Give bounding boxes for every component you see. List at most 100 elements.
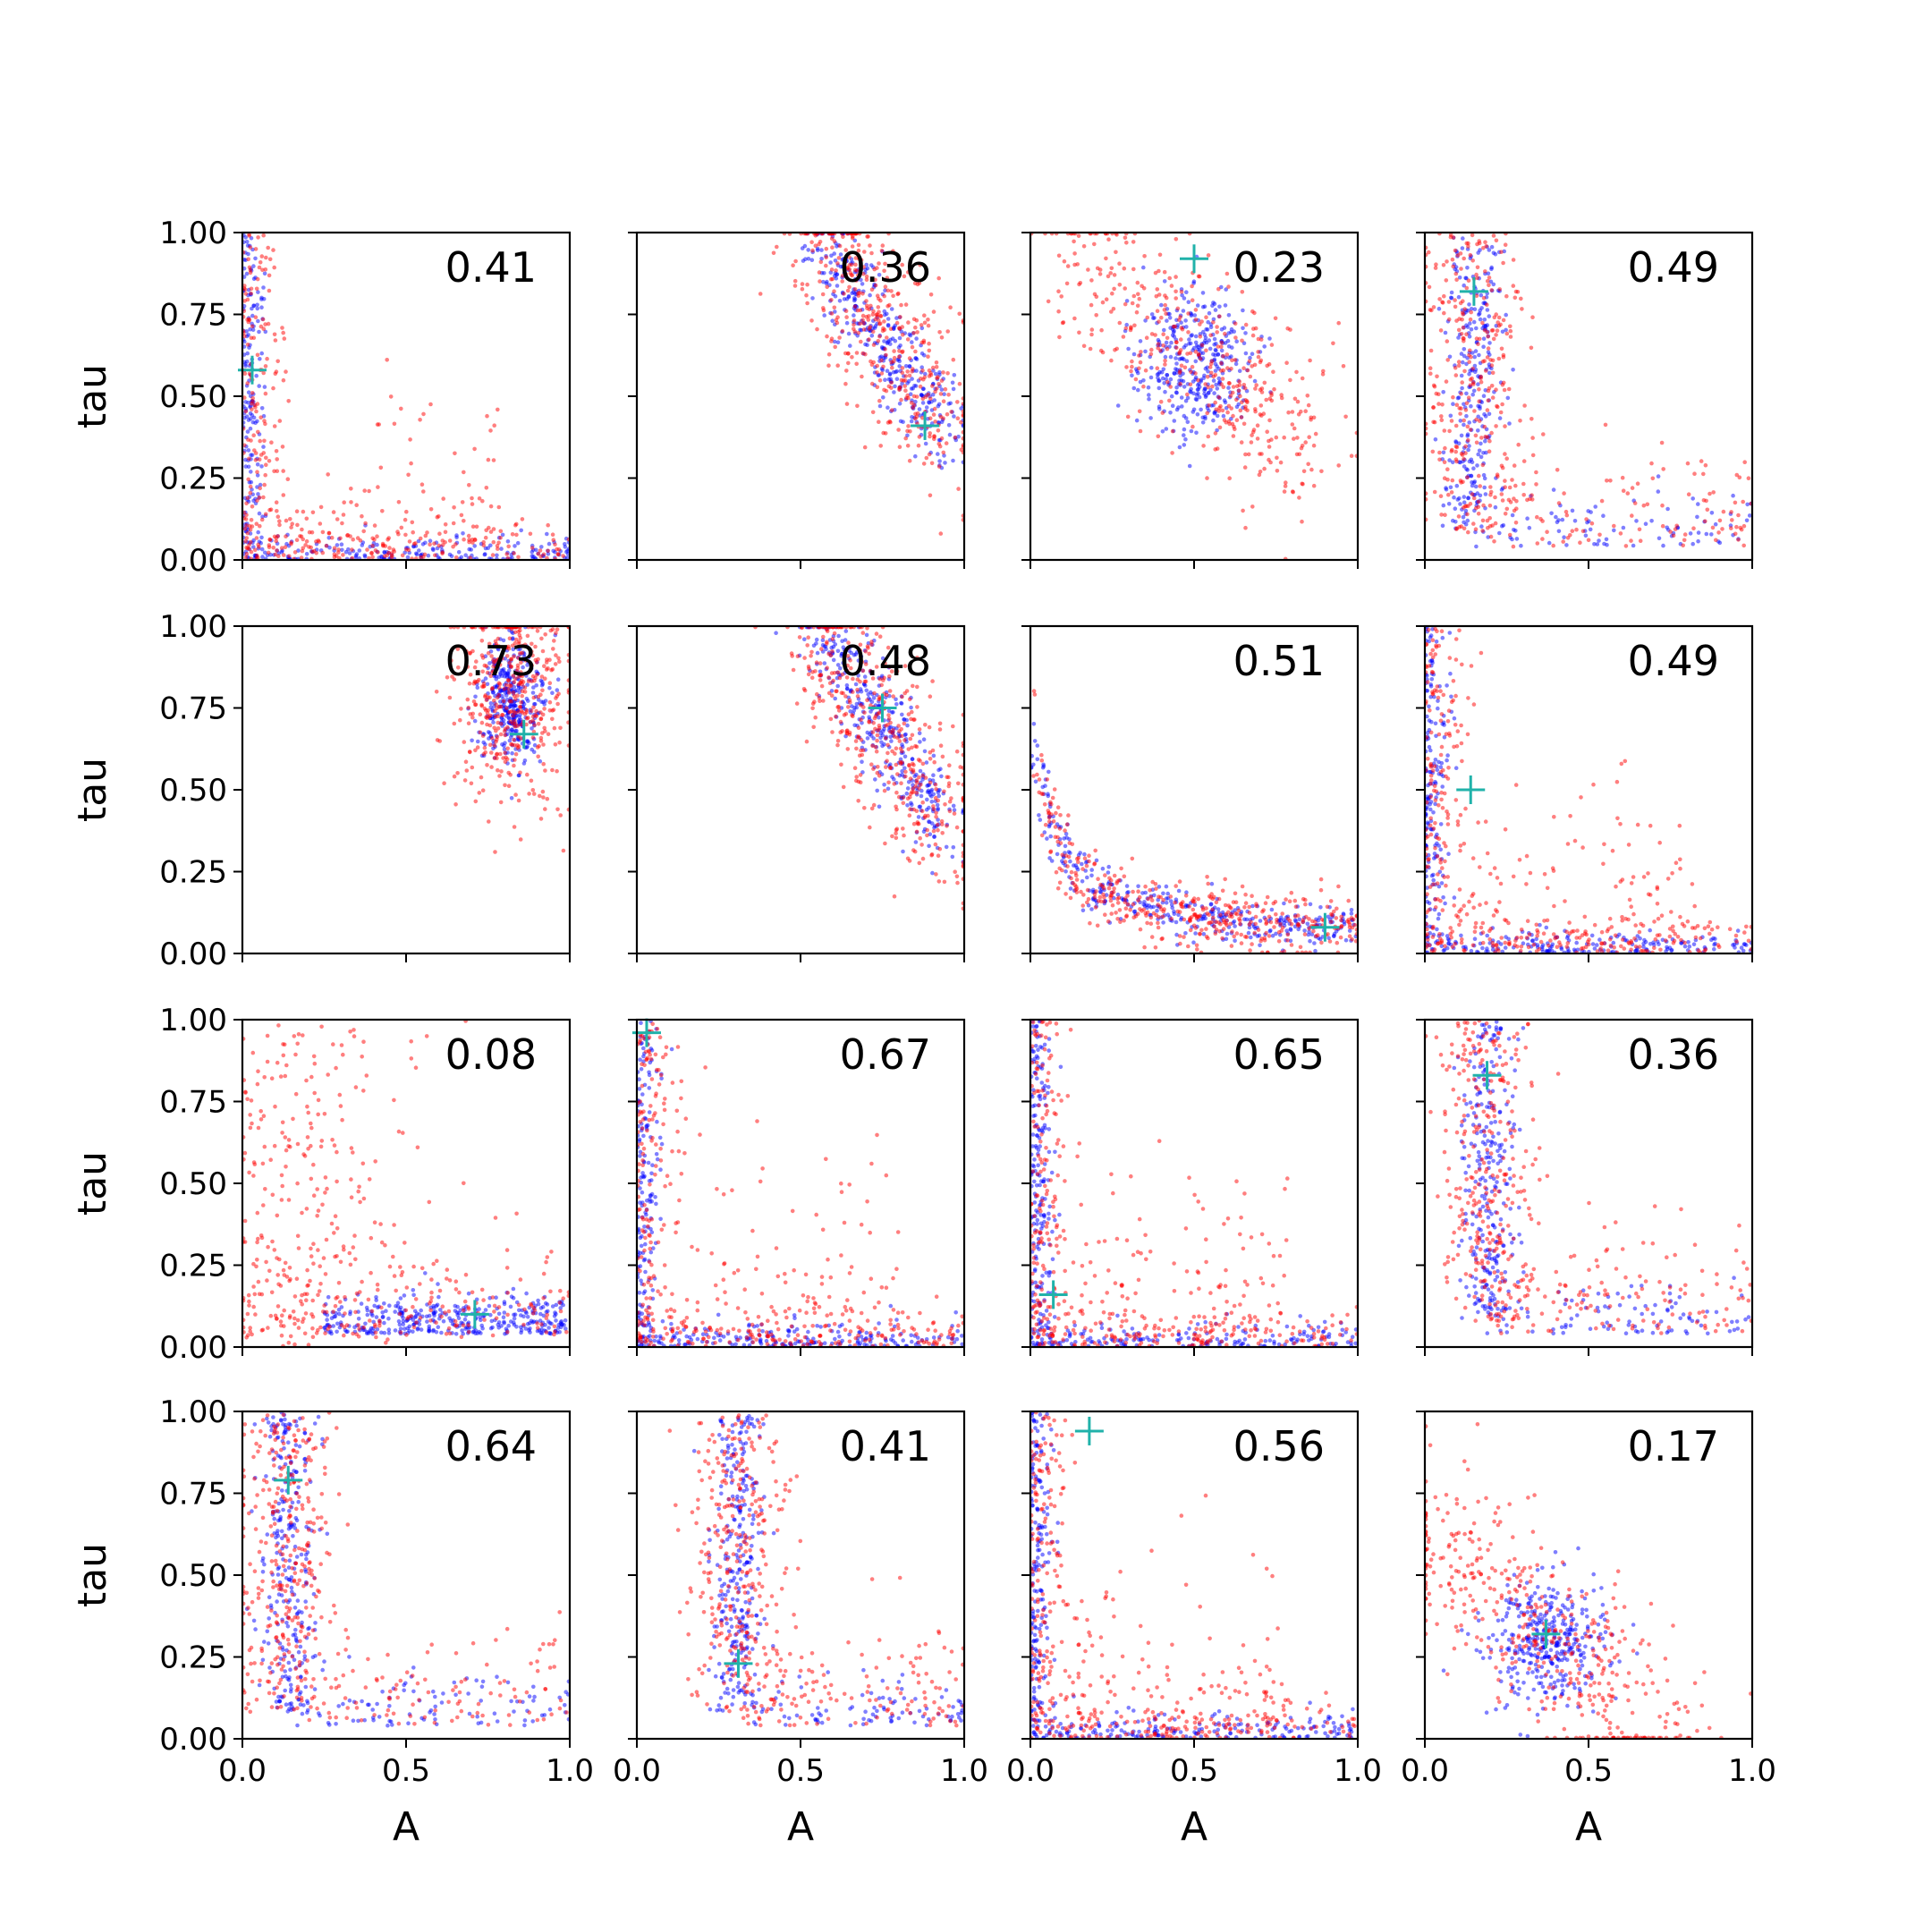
series-red-point: [1259, 413, 1264, 418]
series-blue-point: [1187, 337, 1191, 342]
series-blue-point: [296, 548, 301, 553]
series-red-point: [387, 546, 392, 550]
series-blue-point: [869, 334, 875, 338]
series-red-point: [1477, 419, 1482, 423]
series-red-point: [1170, 451, 1174, 455]
series-blue-point: [928, 789, 934, 793]
series-red-point: [524, 722, 529, 727]
series-blue-point: [856, 658, 861, 663]
series-red-point: [1088, 346, 1093, 352]
series-red-point: [1234, 418, 1240, 423]
series-red-point: [876, 728, 880, 733]
series-red-point: [513, 640, 518, 646]
series-red-point: [848, 270, 853, 275]
series-blue-point: [1477, 448, 1482, 453]
series-red-point: [913, 349, 918, 354]
series-red-point: [933, 783, 938, 787]
series-red-point: [1170, 428, 1175, 434]
series-blue-point: [912, 384, 917, 388]
series-red-point: [281, 553, 286, 557]
series-red-point: [1504, 331, 1510, 336]
series-red-point: [267, 507, 272, 513]
series-red-point: [540, 789, 546, 794]
series-red-point: [1182, 365, 1188, 370]
series-red-point: [513, 522, 518, 528]
series-red-point: [495, 544, 500, 548]
series-red-point: [320, 550, 326, 555]
y-tick-label: 0.25: [159, 462, 227, 497]
series-red-point: [877, 309, 881, 315]
series-red-point: [1521, 493, 1526, 497]
series-blue-point: [950, 854, 955, 860]
series-red-point: [491, 664, 496, 669]
series-red-point: [853, 256, 859, 260]
series-red-point: [860, 351, 865, 356]
series-blue-point: [1634, 519, 1639, 523]
series-blue-point: [1170, 403, 1175, 409]
series-blue-point: [910, 377, 914, 381]
series-red-point: [945, 329, 950, 334]
series-red-point: [1482, 328, 1487, 333]
series-blue-point: [1472, 307, 1478, 312]
series-blue-point: [506, 668, 512, 673]
series-red-point: [879, 249, 885, 253]
series-red-point: [1253, 326, 1258, 331]
series-blue-point: [873, 777, 877, 782]
series-red-point: [1137, 353, 1141, 358]
series-blue-point: [515, 540, 521, 546]
series-blue-point: [1450, 460, 1455, 465]
series-blue-point: [1313, 948, 1318, 953]
series-red-point: [249, 438, 253, 443]
series-blue-point: [905, 723, 910, 728]
series-red-point: [892, 355, 897, 360]
series-red-point: [545, 796, 550, 801]
series-red-point: [1612, 523, 1616, 529]
series-blue-point: [1459, 352, 1464, 356]
series-blue-point: [946, 402, 951, 406]
series-red-point: [1565, 536, 1571, 540]
series-red-point: [847, 698, 852, 703]
series-red-point: [460, 645, 464, 649]
series-red-point: [1659, 440, 1665, 445]
series-blue-point: [511, 647, 516, 652]
series-blue-point: [251, 538, 256, 543]
series-blue-point: [1443, 330, 1448, 335]
series-red-point: [920, 773, 926, 778]
series-red-point: [513, 710, 518, 716]
series-blue-point: [1184, 325, 1189, 329]
series-blue-point: [255, 306, 260, 311]
series-red-point: [896, 428, 901, 432]
series-red-point: [272, 424, 277, 428]
series-red-point: [1530, 453, 1536, 458]
series-red-point: [1445, 339, 1450, 343]
series-red-point: [551, 647, 555, 651]
series-red-point: [810, 248, 815, 253]
series-red-point: [928, 416, 933, 421]
series-red-point: [449, 658, 453, 663]
series-red-point: [1309, 467, 1314, 472]
series-red-point: [920, 761, 926, 767]
y-tick-label: 0.00: [159, 936, 227, 972]
series-red-point: [1701, 471, 1706, 477]
series-red-point: [915, 705, 919, 709]
series-blue-point: [473, 694, 478, 699]
series-red-point: [496, 636, 501, 641]
series-blue-point: [860, 759, 864, 764]
series-red-point: [810, 670, 815, 674]
series-red-point: [273, 552, 278, 557]
series-blue-point: [959, 406, 963, 411]
series-blue-point: [1213, 369, 1218, 373]
series-red-point: [546, 732, 551, 736]
series-red-point: [1491, 336, 1496, 342]
series-blue-point: [1080, 879, 1085, 884]
series-red-point: [1441, 263, 1446, 267]
series-blue-point: [1481, 301, 1486, 306]
series-red-point: [894, 831, 898, 835]
series-blue-point: [1212, 410, 1217, 415]
series-red-point: [790, 654, 794, 658]
series-red-point: [1630, 513, 1634, 518]
series-blue-point: [939, 774, 944, 779]
series-red-point: [509, 741, 513, 747]
series-red-point: [869, 640, 874, 644]
series-red-point: [1459, 392, 1463, 396]
